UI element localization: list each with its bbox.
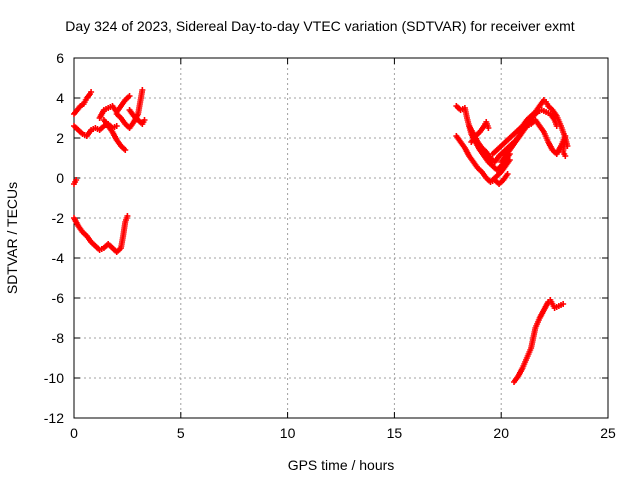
data-point: [141, 117, 148, 123]
data-point: [504, 171, 511, 177]
data-point: [562, 153, 569, 159]
y-axis-label: SDTVAR / TECUs: [4, 181, 20, 295]
y-tick-label: 6: [56, 50, 64, 66]
x-tick-label: 0: [70, 425, 78, 441]
grid-lines: [74, 58, 608, 418]
data-point: [126, 93, 133, 99]
data-point: [88, 89, 95, 95]
data-points: [71, 87, 571, 385]
x-tick-label: 20: [493, 425, 509, 441]
y-tick-label: -10: [44, 370, 64, 386]
x-tick-label: 25: [600, 425, 616, 441]
y-tick-label: -12: [44, 410, 64, 426]
y-tick-label: 4: [56, 90, 64, 106]
data-point: [506, 157, 513, 163]
data-point: [73, 177, 80, 183]
data-point: [113, 123, 120, 129]
y-tick-label: 0: [56, 170, 64, 186]
x-tick-label: 10: [280, 425, 296, 441]
y-tick-label: 2: [56, 130, 64, 146]
data-point: [485, 125, 492, 131]
y-tick-label: -2: [52, 210, 65, 226]
plot-frame: [73, 57, 609, 419]
data-point: [560, 301, 567, 307]
y-tick-label: -4: [52, 250, 65, 266]
y-tick-label: -8: [52, 330, 65, 346]
axis-ticks: 0 5 10 15 20 25 -12 -10 -8 -6 -4 -2 0 2 4 6: [44, 50, 616, 441]
data-point: [124, 213, 131, 219]
data-point: [122, 147, 129, 153]
x-axis-label: GPS time / hours: [287, 457, 395, 473]
chart-title: Day 324 of 2023, Sidereal Day-to-day VTE…: [65, 18, 575, 34]
y-tick-label: -6: [52, 290, 65, 306]
data-point: [139, 87, 146, 93]
x-tick-label: 5: [177, 425, 185, 441]
x-tick-label: 15: [387, 425, 403, 441]
